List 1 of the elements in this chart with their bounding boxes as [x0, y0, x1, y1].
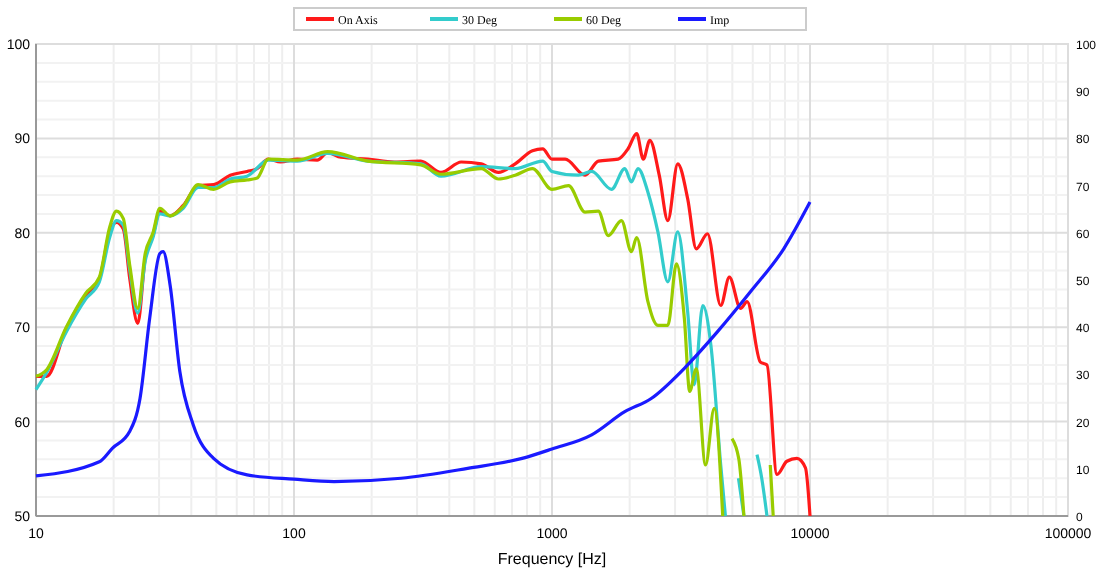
x-axis-title: Frequency [Hz] — [497, 550, 607, 568]
